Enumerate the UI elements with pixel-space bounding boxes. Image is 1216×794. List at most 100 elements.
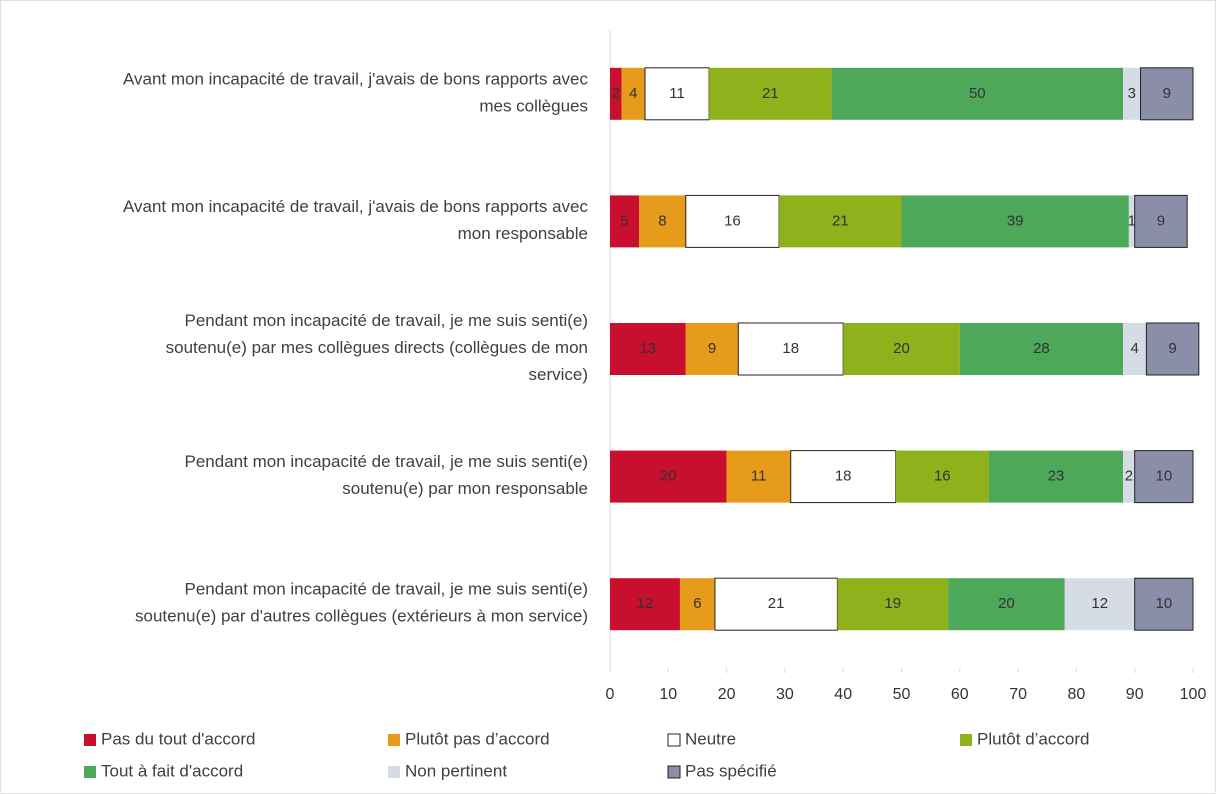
x-tick-label: 100	[1180, 686, 1207, 703]
bar-segment	[610, 450, 727, 503]
value-label: 21	[762, 85, 779, 102]
bar-segment	[639, 195, 686, 248]
bar-segment	[843, 323, 960, 375]
bar-segment	[726, 450, 791, 503]
value-label: 18	[835, 468, 852, 485]
bar-segment	[737, 322, 844, 376]
value-label: 16	[934, 468, 951, 485]
legend-label: Plutôt d’accord	[977, 729, 1089, 748]
legend-swatch	[388, 734, 400, 746]
legend-swatch	[388, 766, 400, 778]
value-label: 21	[832, 212, 849, 229]
category-label: Pendant mon incapacité de travail, je me…	[166, 311, 588, 384]
value-label: 11	[751, 468, 767, 485]
legend-swatch	[667, 733, 681, 747]
value-label: 6	[693, 595, 701, 612]
value-label: 5	[620, 212, 628, 229]
bar-segment	[959, 323, 1124, 375]
legend-label: Tout à fait d'accord	[101, 761, 243, 780]
value-label: 1	[1128, 212, 1136, 229]
value-label: 13	[640, 340, 657, 357]
value-label: 16	[724, 212, 741, 229]
bar-segment	[1123, 67, 1141, 120]
category-label: Avant mon incapacité de travail, j'avais…	[123, 197, 589, 243]
legend-swatch	[960, 734, 972, 746]
bar-segment	[895, 450, 989, 503]
value-label: 28	[1033, 340, 1050, 357]
bar-segment	[714, 577, 838, 631]
bar-segment	[901, 195, 1129, 248]
value-label: 2	[1125, 468, 1133, 485]
value-label: 23	[1048, 468, 1065, 485]
legend-swatch	[667, 765, 681, 779]
value-label: 9	[708, 340, 716, 357]
value-label: 39	[1007, 212, 1024, 229]
bar-segment	[1123, 450, 1135, 503]
value-label: 2	[612, 85, 620, 102]
bar-segment	[1064, 578, 1135, 631]
bar-segment	[610, 323, 686, 375]
value-label: 12	[1091, 595, 1108, 612]
bar-segment	[709, 67, 832, 120]
value-label: 3	[1128, 85, 1136, 102]
x-tick-label: 80	[1068, 686, 1086, 703]
category-label: Pendant mon incapacité de travail, je me…	[185, 453, 588, 499]
value-label: 21	[768, 595, 785, 612]
bar-segment	[685, 323, 739, 375]
x-tick-label: 50	[893, 686, 911, 703]
value-label: 20	[660, 468, 677, 485]
value-label: 19	[884, 595, 901, 612]
category-label: Avant mon incapacité de travail, j'avais…	[123, 70, 589, 116]
bar-segment	[679, 578, 715, 631]
legend-label: Pas du tout d'accord	[101, 729, 255, 748]
bar-segment	[1134, 450, 1194, 504]
x-tick-label: 60	[951, 686, 969, 703]
bar-segment	[779, 195, 902, 248]
bar-segment	[610, 578, 680, 631]
value-label: 11	[669, 85, 685, 102]
x-tick-label: 20	[718, 686, 736, 703]
value-label: 12	[637, 595, 654, 612]
bar-segment	[1128, 195, 1135, 248]
bar-segment	[1140, 67, 1194, 121]
bar-segment	[831, 67, 1124, 120]
x-tick-label: 70	[1009, 686, 1027, 703]
x-tick-label: 10	[659, 686, 677, 703]
bar-segment	[1123, 323, 1147, 375]
x-tick-label: 30	[776, 686, 794, 703]
x-tick-label: 0	[606, 686, 615, 703]
value-label: 50	[969, 85, 986, 102]
bar-segment	[621, 67, 645, 120]
x-tick-label: 40	[834, 686, 852, 703]
bar-segment	[1134, 194, 1188, 248]
legend-label: Non pertinent	[405, 761, 507, 780]
value-label: 8	[658, 212, 666, 229]
bar-segment	[610, 67, 622, 120]
legend-label: Plutôt pas d’accord	[405, 729, 550, 748]
value-label: 9	[1168, 340, 1176, 357]
value-label: 20	[893, 340, 910, 357]
value-label: 4	[629, 85, 637, 102]
value-label: 10	[1156, 468, 1173, 485]
value-label: 20	[998, 595, 1015, 612]
legend-label: Neutre	[685, 729, 736, 748]
bar-segment	[1145, 322, 1200, 376]
value-label: 9	[1157, 212, 1165, 229]
legend-swatch	[84, 766, 96, 778]
bar-segment	[1134, 577, 1194, 631]
category-label: Pendant mon incapacité de travail, je me…	[135, 580, 588, 626]
bar-segment	[837, 578, 949, 631]
x-tick-label: 90	[1126, 686, 1144, 703]
bar-segment	[988, 450, 1124, 503]
value-label: 4	[1131, 340, 1139, 357]
bar-segment	[610, 195, 640, 248]
bar-segment	[790, 450, 897, 504]
value-label: 9	[1163, 85, 1171, 102]
bar-segment	[644, 67, 710, 121]
legend-label: Pas spécifié	[685, 761, 777, 780]
value-label: 18	[782, 340, 799, 357]
bar-segment	[685, 194, 780, 248]
bar-segment	[948, 578, 1065, 631]
legend-swatch	[84, 734, 96, 746]
